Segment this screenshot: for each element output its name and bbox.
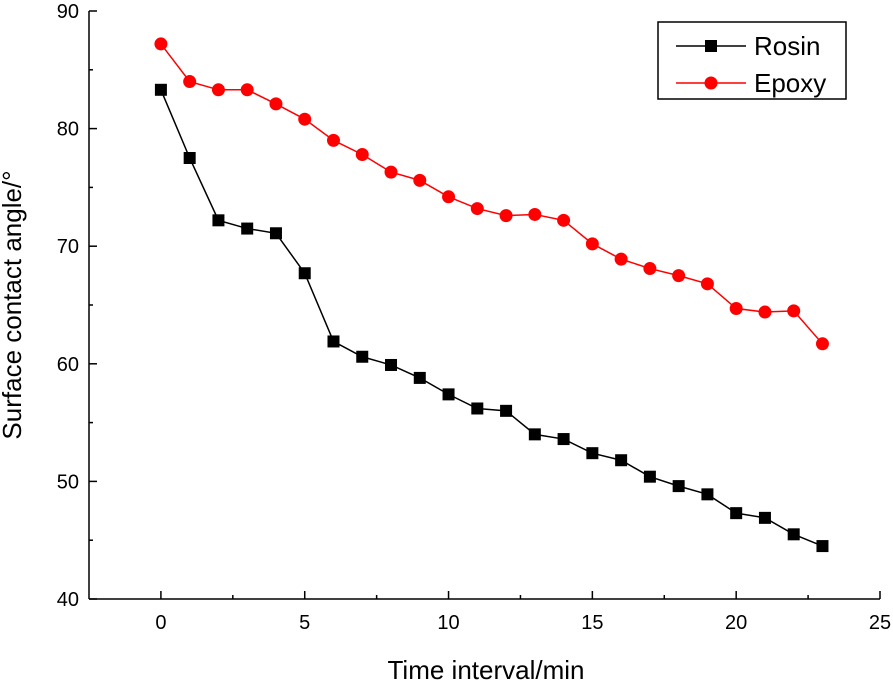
epoxy-point [700, 277, 714, 291]
rosin-point [615, 454, 628, 467]
rosin-point [758, 511, 771, 524]
rosin-point [471, 402, 484, 415]
epoxy-point [240, 83, 254, 97]
rosin-point [730, 507, 743, 520]
epoxy-point [326, 133, 340, 147]
epoxy-point [384, 165, 398, 179]
epoxy-point [499, 209, 513, 223]
y-tick-label: 50 [57, 471, 79, 493]
epoxy-point [298, 112, 312, 126]
legend: Rosin Epoxy [657, 21, 847, 100]
x-tick-label: 15 [581, 612, 603, 634]
rosin-point [442, 388, 455, 401]
epoxy-point [269, 97, 283, 111]
series-rosin [154, 83, 829, 553]
rosin-point [500, 404, 513, 417]
series-epoxy [154, 37, 829, 351]
rosin-point [787, 528, 800, 541]
rosin-point [241, 222, 254, 235]
y-tick-label: 40 [57, 589, 79, 611]
epoxy-point [643, 262, 657, 276]
rosin-point [672, 480, 685, 493]
y-tick-label: 60 [57, 354, 79, 376]
legend-marker-epoxy [704, 76, 718, 90]
rosin-point [212, 214, 225, 227]
epoxy-point [211, 83, 225, 97]
rosin-point [385, 358, 398, 371]
x-tick-label: 0 [155, 612, 166, 634]
legend-box [657, 21, 847, 100]
rosin-point [298, 267, 311, 280]
epoxy-point [528, 207, 542, 221]
tick-marks [89, 10, 881, 600]
epoxy-point [355, 147, 369, 161]
epoxy-point [729, 302, 743, 316]
x-tick-label: 20 [725, 612, 747, 634]
epoxy-point [585, 237, 599, 251]
legend-label-rosin: Rosin [754, 31, 820, 61]
rosin-point [356, 350, 369, 363]
rosin-point [413, 371, 426, 384]
epoxy-point [183, 75, 197, 89]
rosin-point [643, 470, 656, 483]
legend-item-epoxy: Epoxy [676, 68, 826, 98]
rosin-point [557, 433, 570, 446]
epoxy-point [672, 269, 686, 283]
legend-label-epoxy: Epoxy [754, 68, 826, 98]
tick-labels: 0 5 10 15 20 25 40 50 60 70 80 90 [57, 1, 891, 634]
y-tick-label: 90 [57, 1, 79, 23]
epoxy-point [442, 190, 456, 204]
rosin-point [327, 335, 340, 348]
rosin-point [816, 540, 829, 553]
x-tick-label: 5 [299, 612, 310, 634]
rosin-point [154, 83, 167, 96]
x-axis-title: Time interval/min [388, 655, 585, 685]
y-axis-title: Surface contact angle/° [0, 170, 27, 439]
x-tick-label: 10 [437, 612, 459, 634]
epoxy-point [470, 202, 484, 216]
rosin-line [160, 89, 823, 547]
epoxy-point [557, 213, 571, 227]
rosin-point [528, 428, 541, 441]
y-tick-label: 70 [57, 236, 79, 258]
rosin-point [269, 227, 282, 240]
y-tick-label: 80 [57, 119, 79, 141]
epoxy-point [154, 37, 168, 51]
epoxy-point [614, 252, 628, 266]
rosin-point [701, 488, 714, 501]
rosin-point [586, 447, 599, 460]
epoxy-point [815, 337, 829, 351]
legend-marker-rosin [705, 40, 717, 52]
rosin-point [183, 152, 196, 164]
epoxy-point [758, 305, 772, 319]
x-tick-label: 25 [869, 612, 891, 634]
series-layer [154, 37, 829, 553]
epoxy-point [787, 304, 801, 318]
epoxy-point [413, 173, 427, 187]
legend-item-rosin: Rosin [676, 31, 820, 61]
